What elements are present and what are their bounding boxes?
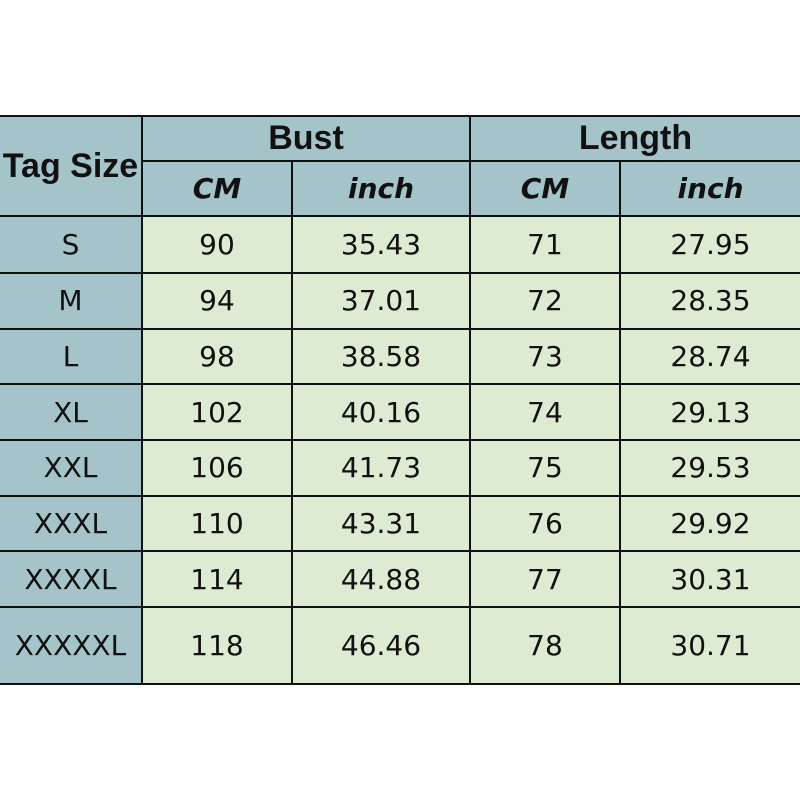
cell-length-cm: 76 [469, 494, 621, 553]
header-length: Length [469, 115, 800, 162]
cell-bust-cm: 90 [141, 215, 293, 274]
cell-size: L [0, 327, 143, 386]
cell-length-inch: 28.74 [619, 327, 800, 386]
header-bust: Bust [141, 115, 471, 162]
cell-length-cm: 73 [469, 327, 621, 386]
table-row: XXL 106 41.73 75 29.53 [0, 439, 800, 497]
cell-bust-cm: 94 [141, 272, 293, 330]
cell-size: XL [0, 383, 143, 442]
header-bust-cm: CM [142, 160, 293, 217]
cell-size: S [0, 215, 143, 274]
cell-length-inch: 30.71 [619, 606, 800, 686]
cell-length-inch: 27.95 [619, 215, 800, 274]
cell-size: XXL [0, 439, 143, 497]
header-length-cm: CM [469, 160, 621, 217]
cell-bust-cm: 118 [141, 606, 293, 686]
cell-length-cm: 75 [469, 439, 621, 497]
table-row: XXXXL 114 44.88 77 30.31 [0, 550, 800, 609]
cell-length-cm: 78 [469, 606, 621, 686]
cell-bust-inch: 40.16 [291, 383, 471, 442]
cell-length-inch: 30.31 [619, 550, 800, 609]
cell-bust-inch: 44.88 [291, 550, 471, 609]
cell-bust-cm: 98 [141, 327, 293, 386]
size-chart-table: Tag Size Bust Length CM inch CM inch S 90… [0, 115, 800, 686]
cell-bust-inch: 38.58 [291, 327, 471, 386]
header-bust-inch: inch [291, 160, 471, 217]
cell-bust-inch: 35.43 [291, 215, 471, 274]
cell-size: XXXXL [0, 550, 143, 609]
cell-bust-cm: 110 [141, 494, 293, 553]
cell-bust-inch: 37.01 [291, 272, 471, 330]
table-row: M 94 37.01 72 28.35 [0, 272, 800, 330]
cell-bust-cm: 106 [141, 439, 293, 497]
cell-bust-inch: 41.73 [291, 439, 471, 497]
cell-length-inch: 29.53 [619, 439, 800, 497]
cell-bust-cm: 114 [141, 550, 293, 609]
cell-bust-inch: 43.31 [291, 494, 471, 553]
table-row: S 90 35.43 71 27.95 [0, 215, 800, 274]
cell-size: XXXL [0, 494, 143, 553]
cell-length-cm: 72 [469, 272, 621, 330]
table-row: XL 102 40.16 74 29.13 [0, 383, 800, 442]
table-row: XXXL 110 43.31 76 29.92 [0, 494, 800, 553]
cell-size: M [0, 272, 143, 330]
header-tag-size: Tag Size [0, 115, 143, 217]
cell-size: XXXXXL [0, 606, 143, 686]
cell-bust-inch: 46.46 [291, 606, 471, 686]
cell-length-cm: 77 [469, 550, 621, 609]
header-length-inch: inch [619, 160, 800, 217]
cell-length-cm: 74 [469, 383, 621, 442]
cell-length-inch: 28.35 [619, 272, 800, 330]
cell-length-inch: 29.92 [619, 494, 800, 553]
cell-length-inch: 29.13 [619, 383, 800, 442]
table-row: L 98 38.58 73 28.74 [0, 327, 800, 386]
cell-bust-cm: 102 [141, 383, 293, 442]
cell-length-cm: 71 [469, 215, 621, 274]
table-row: XXXXXL 118 46.46 78 30.71 [0, 606, 800, 686]
